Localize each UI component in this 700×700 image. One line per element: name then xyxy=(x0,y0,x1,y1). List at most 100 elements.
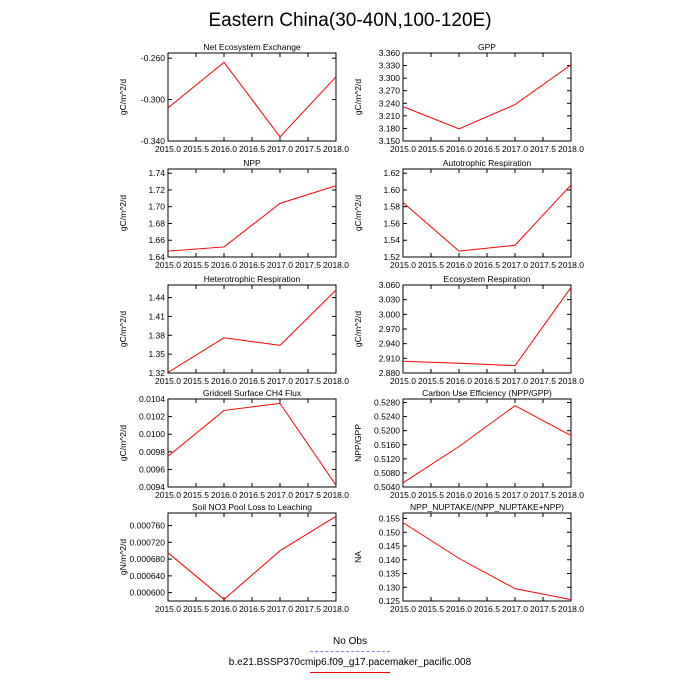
y-axis-label: gN/m^2/d xyxy=(118,539,128,575)
y-tick-label: 0.000640 xyxy=(130,571,166,581)
y-axis-label: gC/m^2/d xyxy=(118,79,128,115)
plot-frame xyxy=(402,284,572,374)
panel-8: Carbon Use Efficiency (NPP/GPP)2015.0 201… xyxy=(353,388,584,500)
plot-frame xyxy=(402,398,572,488)
legend-line-obs xyxy=(310,651,390,652)
legend-label-model: b.e21.BSSP370cmip6.f09_g17.pacemaker_pac… xyxy=(228,657,472,668)
x-tick-label: 2015.0 xyxy=(155,490,181,500)
x-tick-label: 2015.0 xyxy=(155,260,181,270)
x-tick-label: 2015.5 xyxy=(418,376,444,386)
y-tick-label: 0.0104 xyxy=(139,394,165,404)
x-tick-label: 2017.0 xyxy=(267,490,293,500)
panel-title: Soil NO3 Pool Loss to Leaching xyxy=(192,502,312,512)
x-tick-label: 2016.5 xyxy=(474,604,500,614)
x-tick-label: 2015.5 xyxy=(183,604,209,614)
y-tick-label: 0.5240 xyxy=(374,412,400,422)
series-line xyxy=(167,515,337,600)
x-tick-label: 2016.0 xyxy=(211,144,237,154)
series-line xyxy=(167,61,337,138)
series-line xyxy=(402,64,572,130)
y-tick-label: 0.135 xyxy=(379,569,401,579)
y-tick-label: -0.340 xyxy=(141,136,165,146)
y-tick-label: 0.5120 xyxy=(374,454,400,464)
y-tick-label: 1.68 xyxy=(148,218,165,228)
x-tick-label: 2015.5 xyxy=(183,376,209,386)
x-tick-label: 2018.0 xyxy=(323,260,349,270)
plot-frame xyxy=(402,168,572,258)
x-tick-label: 2016.5 xyxy=(239,260,265,270)
y-tick-label: 1.64 xyxy=(148,252,165,262)
x-tick-label: 2018.0 xyxy=(558,260,584,270)
x-tick-label: 2016.0 xyxy=(211,260,237,270)
series-line xyxy=(167,185,337,252)
x-tick-label: 2016.5 xyxy=(239,376,265,386)
y-tick-label: 0.0094 xyxy=(139,482,165,492)
legend: No Obs b.e21.BSSP370cmip6.f09_g17.pacema… xyxy=(0,636,700,678)
x-tick-label: 2018.0 xyxy=(558,490,584,500)
x-tick-label: 2015.5 xyxy=(418,260,444,270)
y-tick-label: 3.060 xyxy=(379,280,401,290)
panel-10: NPP_NUPTAKE/(NPP_NUPTAKE+NPP) 2015.0 2015.… xyxy=(353,502,584,614)
x-tick-label: 2016.0 xyxy=(446,490,472,500)
y-tick-label: 0.0100 xyxy=(139,429,165,439)
panel-title: NPP xyxy=(243,158,261,168)
x-tick-label: 2018.0 xyxy=(323,144,349,154)
panel-title: Carbon Use Efficiency (NPP/GPP) xyxy=(422,388,552,398)
legend-line-model xyxy=(310,672,390,673)
y-axis-label: gC/m^2/d xyxy=(353,311,363,347)
x-tick-label: 2016.5 xyxy=(239,490,265,500)
panel-2: GPP 2015.0 2015.5 2016.0 2016.5 2017.0 2017.5 2… xyxy=(353,42,584,154)
y-axis-label: NA xyxy=(353,551,363,563)
x-tick-label: 2015.5 xyxy=(183,144,209,154)
x-tick-label: 2016.5 xyxy=(474,260,500,270)
plot-frame xyxy=(167,284,337,374)
x-tick-label: 2017.5 xyxy=(530,490,556,500)
y-tick-label: 3.360 xyxy=(379,48,401,58)
y-tick-label: 0.155 xyxy=(379,514,401,524)
x-tick-label: 2016.0 xyxy=(446,604,472,614)
panel-title: Autotrophic Respiration xyxy=(443,158,532,168)
y-tick-label: 0.5280 xyxy=(374,398,400,408)
x-tick-label: 2016.5 xyxy=(239,144,265,154)
x-tick-label: 2017.0 xyxy=(267,376,293,386)
y-tick-label: 1.38 xyxy=(148,330,165,340)
x-tick-label: 2018.0 xyxy=(558,376,584,386)
y-tick-label: 1.72 xyxy=(148,185,165,195)
y-tick-label: 0.0102 xyxy=(139,412,165,422)
y-axis-label: gC/m^2/d xyxy=(118,195,128,231)
y-axis-label: gC/m^2/d xyxy=(353,195,363,231)
plot-frame xyxy=(402,512,572,602)
panel-1: Net Ecosystem Exchange 2015.0 2015.5 2016.0… xyxy=(118,42,349,154)
x-tick-label: 2017.0 xyxy=(502,490,528,500)
y-tick-label: 1.52 xyxy=(383,252,400,262)
x-tick-label: 2016.5 xyxy=(474,376,500,386)
y-tick-label: 0.150 xyxy=(379,527,401,537)
y-tick-label: 0.0098 xyxy=(139,447,165,457)
y-tick-label: 1.62 xyxy=(383,168,400,178)
x-tick-label: 2015.0 xyxy=(155,144,181,154)
x-tick-label: 2017.0 xyxy=(502,260,528,270)
series-line xyxy=(402,522,572,601)
x-tick-label: 2017.0 xyxy=(267,144,293,154)
x-tick-label: 2015.5 xyxy=(183,260,209,270)
y-tick-label: 1.60 xyxy=(383,185,400,195)
plot-frame xyxy=(402,52,572,142)
x-tick-label: 2015.5 xyxy=(418,144,444,154)
y-tick-label: 1.32 xyxy=(148,368,165,378)
x-tick-label: 2016.0 xyxy=(211,376,237,386)
x-tick-label: 2015.0 xyxy=(390,144,416,154)
y-tick-label: 0.0096 xyxy=(139,464,165,474)
x-tick-label: 2017.0 xyxy=(502,376,528,386)
y-tick-label: -0.300 xyxy=(141,95,165,105)
y-tick-label: 3.300 xyxy=(379,73,401,83)
y-tick-label: 0.5200 xyxy=(374,426,400,436)
x-tick-label: 2015.0 xyxy=(390,604,416,614)
x-tick-label: 2016.5 xyxy=(239,604,265,614)
plot-frame xyxy=(167,512,337,602)
panel-title: Gridcell Surface CH4 Flux xyxy=(203,388,302,398)
x-tick-label: 2018.0 xyxy=(323,490,349,500)
y-tick-label: 1.35 xyxy=(148,349,165,359)
x-tick-label: 2018.0 xyxy=(558,604,584,614)
